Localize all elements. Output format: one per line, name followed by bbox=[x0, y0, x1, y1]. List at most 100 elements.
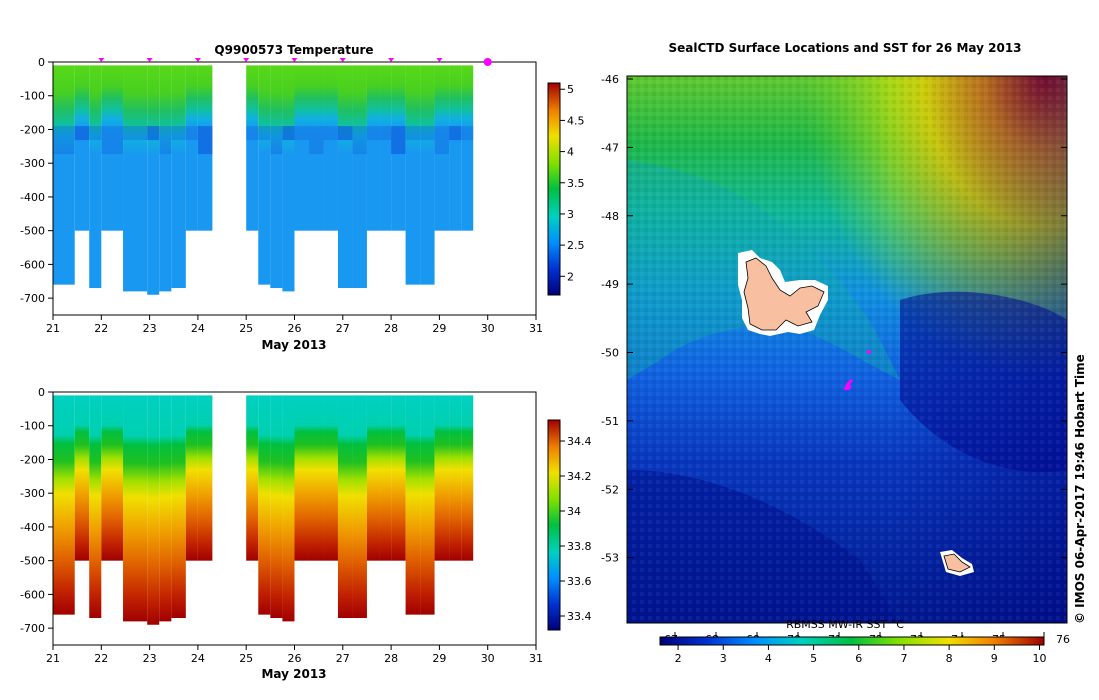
temperature-cold-band bbox=[294, 126, 309, 141]
salinity-profile-column bbox=[420, 395, 435, 615]
salinity-profile-column bbox=[434, 395, 450, 561]
colorbar-tick-label: 2 bbox=[567, 270, 574, 283]
salinity-profile-column bbox=[258, 395, 271, 615]
salinity-profile-column bbox=[337, 395, 353, 619]
temperature-cold-band bbox=[53, 126, 75, 155]
salinity-profile-column bbox=[89, 395, 102, 619]
temperature-profile-column bbox=[147, 65, 160, 295]
salinity-plot bbox=[53, 395, 474, 625]
temperature-cold-band bbox=[171, 126, 186, 141]
colorbar-tick-label: 4 bbox=[567, 146, 574, 159]
sst-colorbar-celsius-label: 5 bbox=[810, 652, 817, 665]
y-tick-label: -200 bbox=[20, 453, 45, 466]
temperature-cold-band bbox=[352, 126, 367, 155]
temperature-cold-band bbox=[405, 126, 421, 141]
x-tick-label: 22 bbox=[94, 322, 108, 335]
seal-location-marker bbox=[867, 350, 871, 354]
sst-colorbar-celsius-label: 8 bbox=[946, 652, 953, 665]
surface-location-marker bbox=[98, 58, 105, 62]
temperature-cold-band bbox=[449, 126, 462, 141]
temperature-profile-column bbox=[449, 65, 462, 231]
x-tick-label: 23 bbox=[143, 652, 157, 665]
surface-location-marker bbox=[243, 58, 250, 62]
temperature-cold-band bbox=[147, 126, 160, 141]
surface-location-marker bbox=[483, 58, 492, 66]
salinity-profile-column bbox=[101, 395, 124, 561]
salinity-profile-column bbox=[449, 395, 462, 561]
colorbar-tick-label: 34.4 bbox=[567, 435, 592, 448]
temperature-cold-band bbox=[270, 126, 283, 155]
x-tick-label: 28 bbox=[384, 322, 398, 335]
x-tick-label: 31 bbox=[529, 652, 543, 665]
x-tick-label: 25 bbox=[239, 652, 253, 665]
colorbar-tick-label: 2.5 bbox=[567, 239, 585, 252]
y-tick-label: -300 bbox=[20, 157, 45, 170]
map-title: SealCTD Surface Locations and SST for 26… bbox=[668, 41, 1021, 55]
temperature-cold-band bbox=[89, 126, 102, 141]
temperature-cold-band bbox=[101, 126, 124, 155]
kerguelen-island bbox=[743, 257, 825, 331]
x-tick-label: 21 bbox=[46, 652, 60, 665]
salinity-profile-column bbox=[53, 395, 75, 615]
y-tick-label: -400 bbox=[20, 191, 45, 204]
temperature-profile-column bbox=[171, 65, 186, 289]
temperature-cold-band bbox=[434, 126, 450, 155]
temperature-cold-band bbox=[185, 126, 198, 141]
temperature-profile-column bbox=[123, 65, 148, 292]
salinity-profile-column bbox=[461, 395, 474, 561]
y-tick-label: -300 bbox=[20, 487, 45, 500]
salinity-profile-column bbox=[366, 395, 380, 561]
lat-tick-label: -48 bbox=[601, 210, 619, 223]
temperature-plot bbox=[53, 65, 474, 295]
y-tick-label: -700 bbox=[20, 622, 45, 635]
temperature-cold-band bbox=[282, 126, 295, 141]
sst-colorbar-celsius-label: 4 bbox=[765, 652, 772, 665]
colorbar-tick-label: 34 bbox=[567, 505, 581, 518]
x-tick-label: 28 bbox=[384, 652, 398, 665]
temperature-cold-band bbox=[379, 126, 392, 141]
salinity-profile-column bbox=[197, 395, 213, 561]
colorbar-tick-label: 3.5 bbox=[567, 177, 585, 190]
salinity-profile-column bbox=[147, 395, 160, 625]
temperature-cold-band bbox=[337, 126, 353, 141]
temperature-profile-column bbox=[53, 65, 75, 285]
lat-tick-label: -47 bbox=[601, 141, 619, 154]
x-tick-label: 24 bbox=[191, 322, 205, 335]
imos-credit: © IMOS 06-Apr-2017 19:46 Hobart Time bbox=[1073, 354, 1087, 624]
lat-tick-label: -52 bbox=[601, 483, 619, 496]
y-tick-label: -200 bbox=[20, 123, 45, 136]
salinity-profile-column bbox=[171, 395, 186, 619]
salinity-profile-column bbox=[123, 395, 148, 622]
temperature-profile-column bbox=[159, 65, 172, 292]
temperature-profile-column bbox=[258, 65, 271, 285]
temperature-profile-column bbox=[337, 65, 353, 289]
salinity-profile-column bbox=[74, 395, 90, 561]
salinity-profile-column bbox=[352, 395, 367, 619]
sst-colorbar-celsius-label: 2 bbox=[675, 652, 682, 665]
y-tick-label: -500 bbox=[20, 555, 45, 568]
colorbar-tick-label: 33.8 bbox=[567, 540, 592, 553]
temperature-profile-column bbox=[246, 65, 259, 231]
temperature-cold-band bbox=[258, 126, 271, 141]
x-tick-label: 22 bbox=[94, 652, 108, 665]
surface-location-marker bbox=[194, 58, 201, 62]
y-tick-label: -100 bbox=[20, 420, 45, 433]
x-tick-label: 31 bbox=[529, 322, 543, 335]
temperature-profile-column bbox=[74, 65, 90, 231]
surface-location-marker bbox=[291, 58, 298, 62]
sst-map-texture bbox=[627, 76, 1067, 623]
salinity-profile-column bbox=[294, 395, 309, 561]
temperature-chart-title: Q9900573 Temperature bbox=[214, 43, 373, 57]
x-tick-label: 29 bbox=[432, 322, 446, 335]
temperature-cold-band bbox=[246, 126, 259, 141]
temperature-cold-band bbox=[197, 126, 213, 155]
temperature-cold-band bbox=[366, 126, 380, 141]
x-tick-label: 21 bbox=[46, 322, 60, 335]
surface-location-marker bbox=[146, 58, 153, 62]
salinity-xlabel: May 2013 bbox=[261, 667, 326, 681]
x-tick-label: 26 bbox=[288, 322, 302, 335]
seal-location-marker bbox=[845, 384, 851, 390]
y-tick-label: 0 bbox=[38, 56, 45, 69]
lat-tick-label: -53 bbox=[601, 552, 619, 565]
